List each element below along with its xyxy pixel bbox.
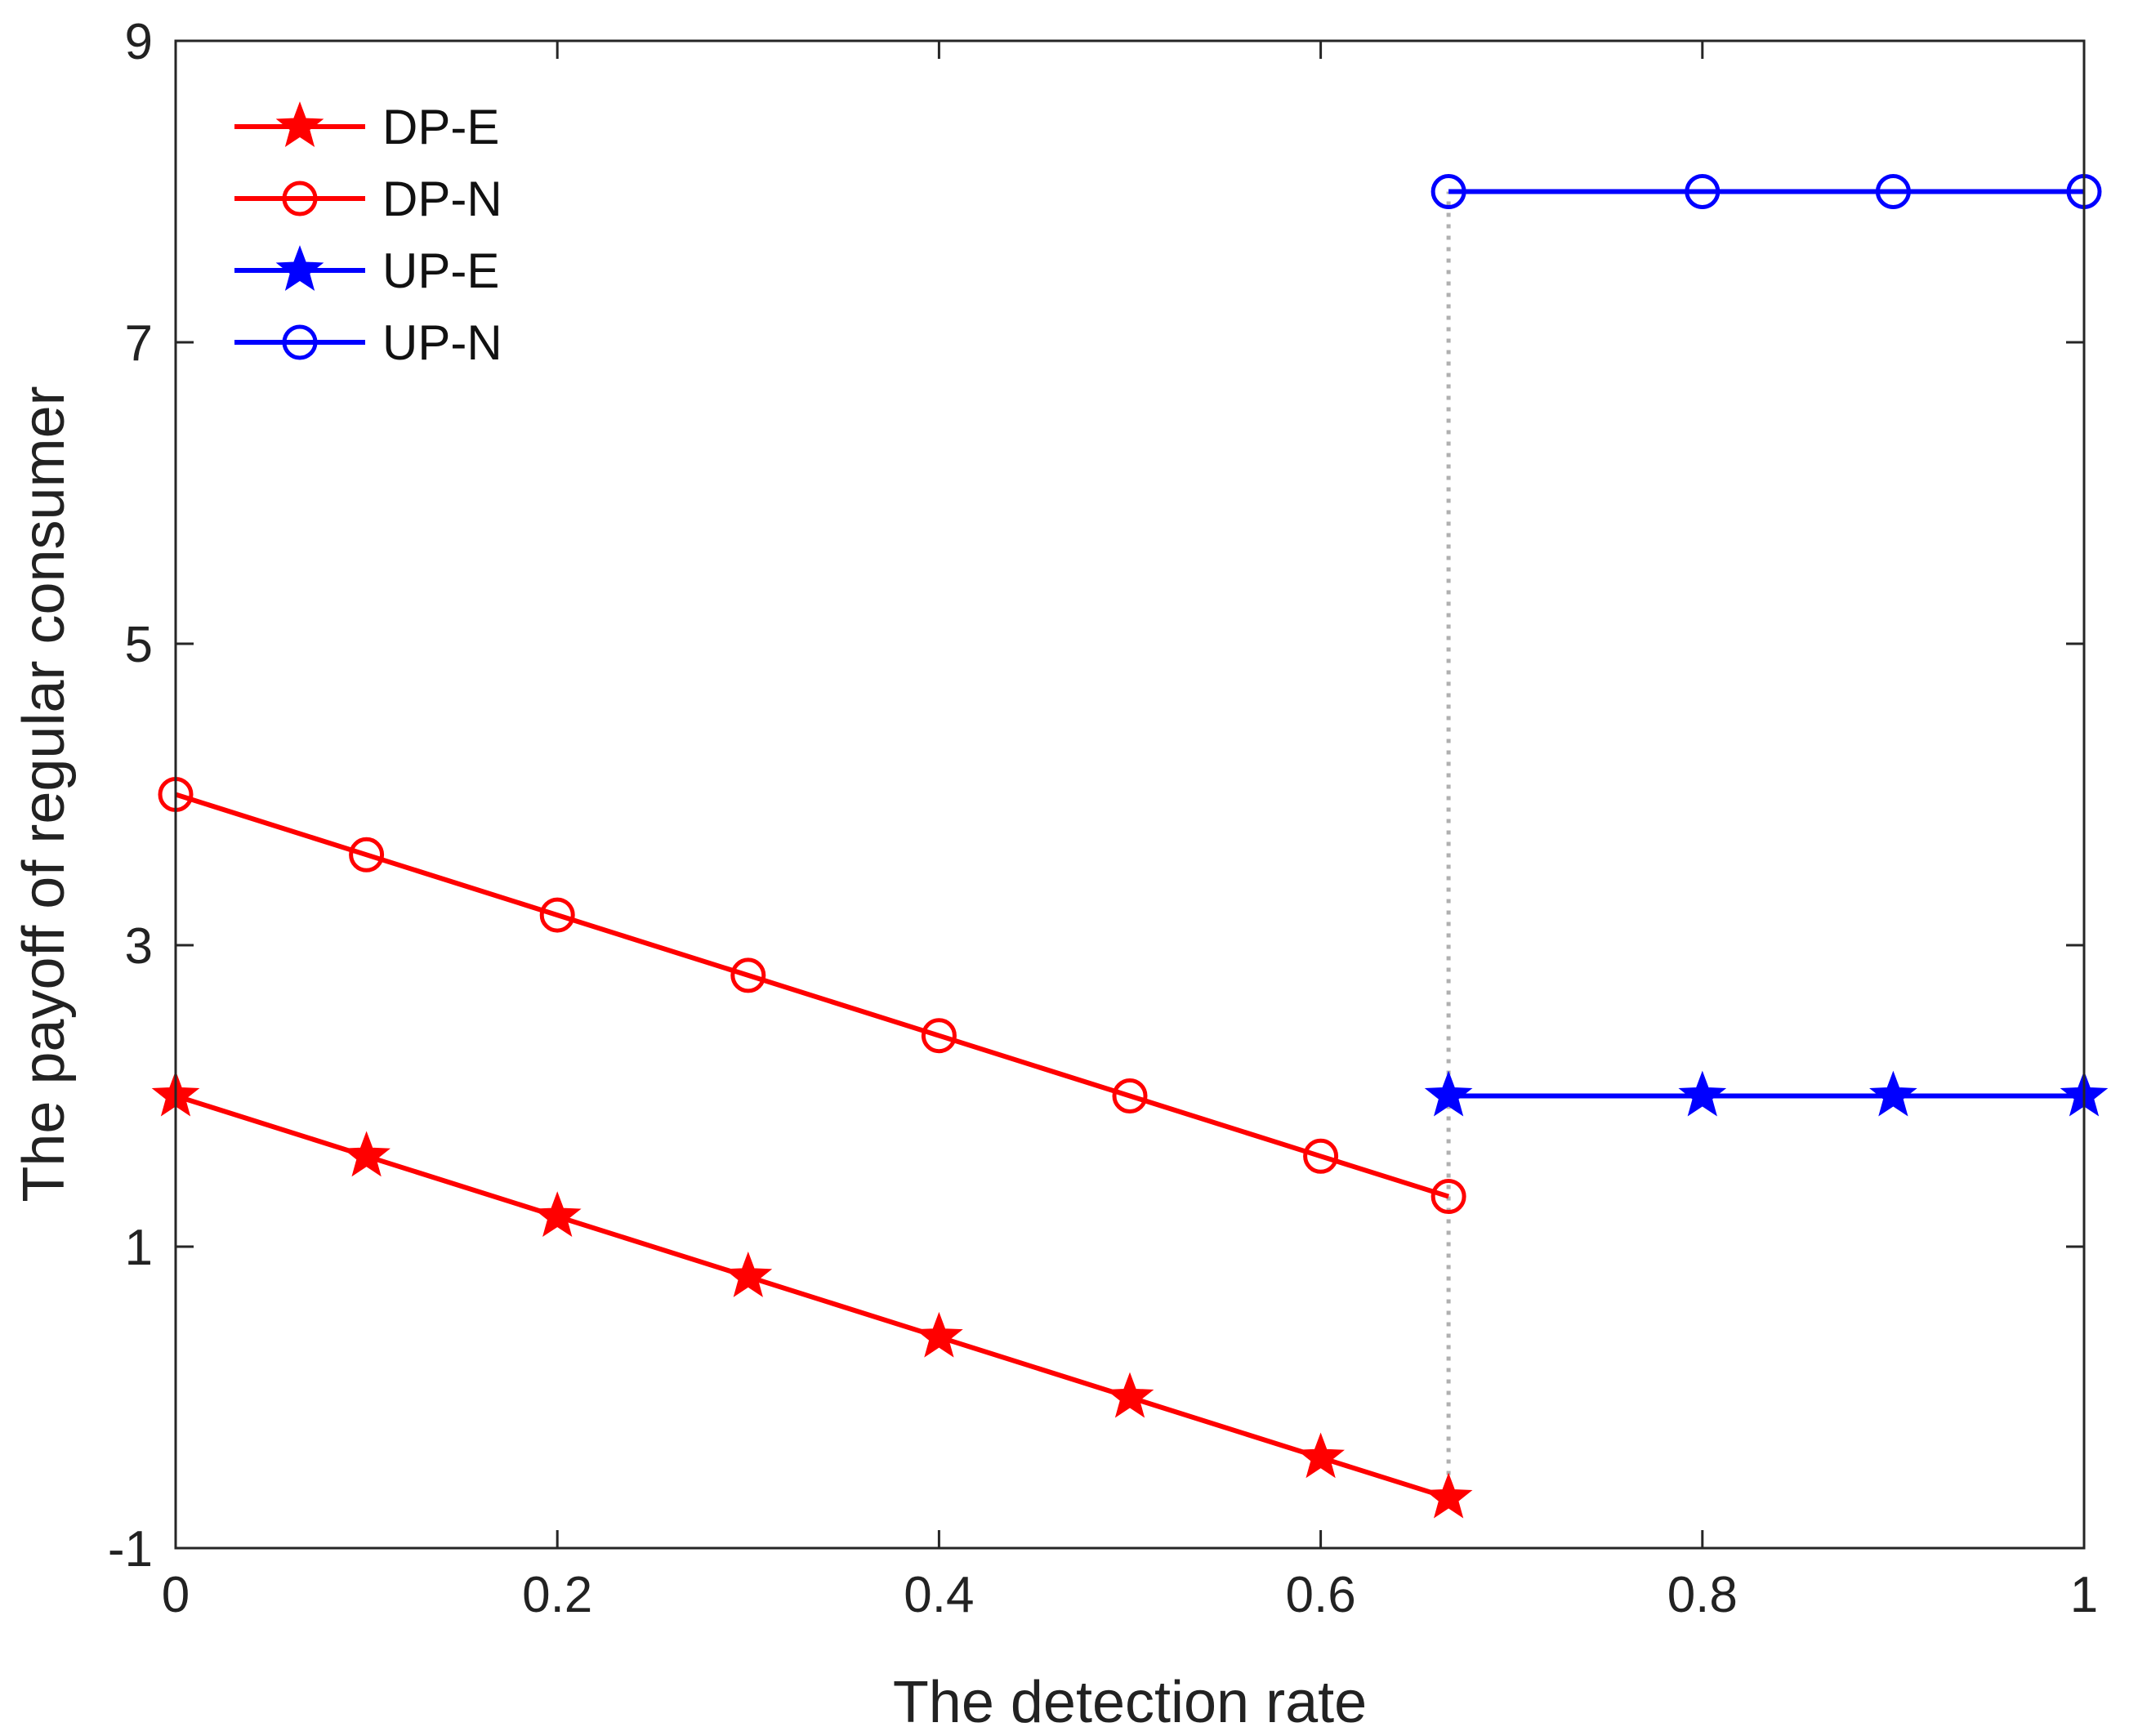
data-point [1112,1078,1148,1113]
data-point [921,1018,957,1054]
legend-label: UP-N [382,315,502,370]
y-axis-title: The payoff of regular consumer [11,386,77,1202]
x-tick-label: 0.8 [1667,1567,1738,1623]
legend-label: DP-E [382,100,499,154]
series-line [175,1093,1450,1501]
x-tick-label: 0.6 [1285,1567,1355,1623]
y-tick-label: 9 [125,14,153,70]
x-tick-label: 0 [162,1567,190,1623]
data-point [730,957,766,993]
data-point [1303,1138,1339,1174]
legend-item: DP-N [234,172,502,226]
data-point [724,1252,773,1297]
plot-frame [174,39,2086,1550]
legend-label: DP-N [382,172,502,226]
legend-item: UP-N [234,315,502,370]
legend-label: UP-E [382,243,499,298]
legend-marker [275,101,324,147]
data-point [1430,174,1466,209]
y-tick-label: 1 [125,1220,153,1276]
y-tick-label: -1 [108,1521,153,1578]
data-point [1105,1372,1154,1418]
data-point [342,1131,391,1177]
legend-marker [282,181,318,216]
series-line [175,792,1450,1199]
legend-item: DP-E [234,100,499,154]
data-point [1875,174,1911,209]
legend-marker [275,245,324,291]
data-point [1297,1432,1345,1479]
data-point [1869,1070,1917,1117]
ticks-layer: 0 0.2 0.4 0.6 0.8 1 -1 1 3 5 7 9 [108,14,2098,1623]
x-axis-title: The detection rate [893,1670,1367,1735]
x-tick-label: 0.2 [522,1567,592,1623]
plot-area [176,41,2084,1548]
y-tick-label: 7 [125,315,153,372]
legend-marker [282,324,318,360]
x-tick-label: 0.4 [904,1567,974,1623]
data-point [539,897,575,933]
data-point [1430,1179,1466,1215]
data-point [1678,1070,1727,1117]
legend: DP-E DP-N UP-E UP-N [234,100,502,370]
x-tick-label: 1 [2070,1567,2098,1623]
y-tick-label: 3 [125,918,153,975]
data-point [915,1311,963,1358]
data-point [533,1191,582,1238]
y-tick-label: 5 [125,617,153,673]
data-point [1685,174,1721,209]
data-point [1424,1070,1473,1117]
data-point [349,837,385,872]
data-point [1424,1472,1473,1519]
legend-item: UP-E [234,243,499,298]
